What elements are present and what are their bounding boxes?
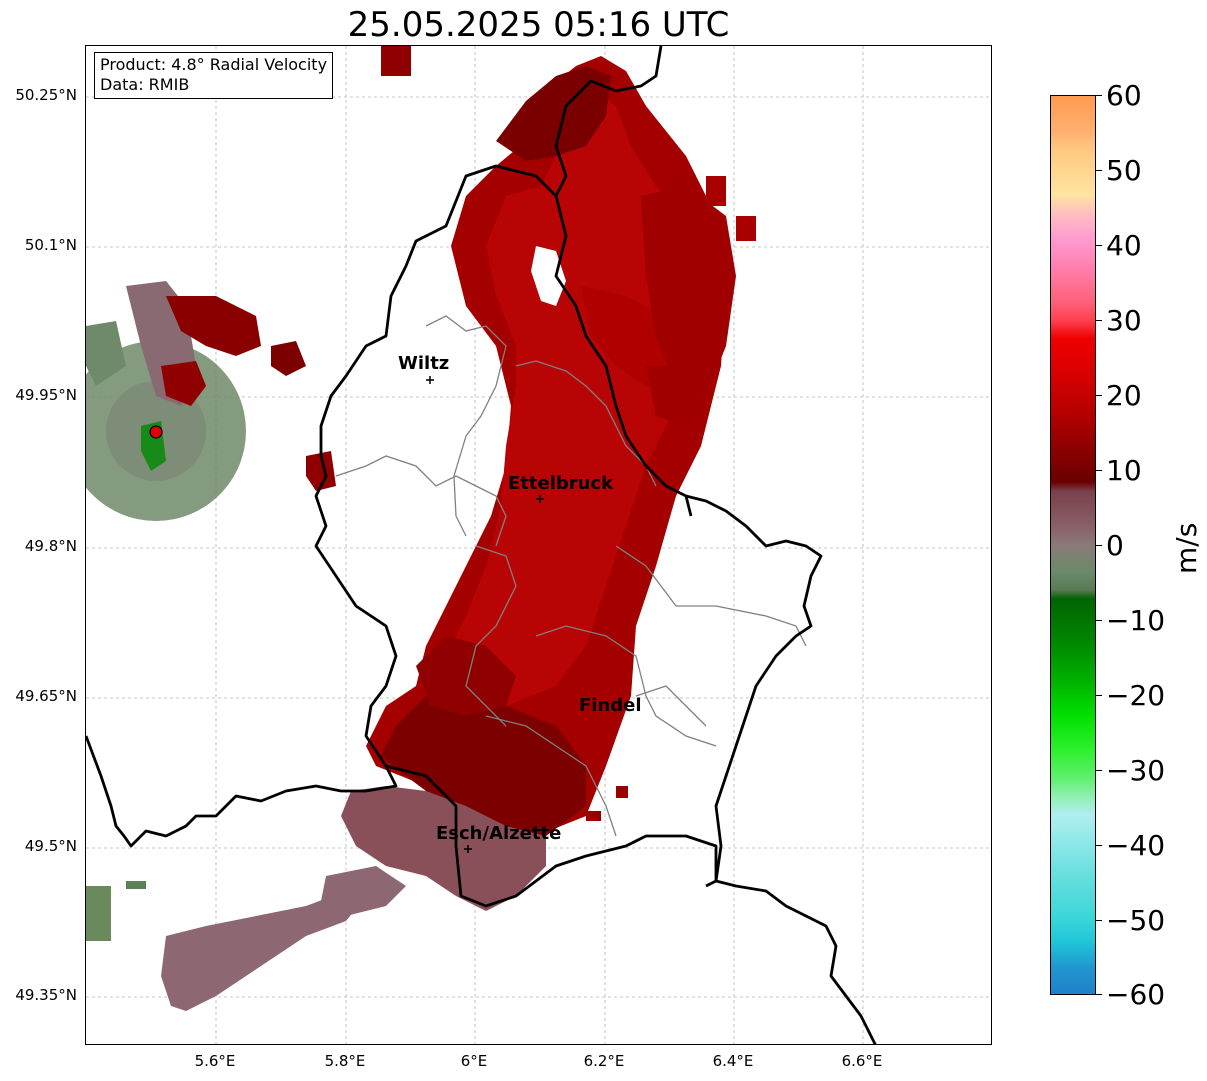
colorbar-tick-label: −60	[1106, 978, 1166, 1011]
colorbar-tick-label: 60	[1106, 79, 1142, 112]
lon-label: 5.6°E	[194, 1052, 236, 1070]
colorbar-tick-label: 30	[1106, 304, 1142, 337]
colorbar-tick-label: −10	[1106, 604, 1166, 637]
product-info-box: Product: 4.8° Radial Velocity Data: RMIB	[94, 52, 334, 99]
city-label-ettelbruck: Ettelbruck	[508, 473, 614, 494]
velocity-colorbar	[1050, 95, 1096, 995]
colorbar-tick-label: 0	[1106, 529, 1124, 562]
lon-label: 6.6°E	[841, 1052, 883, 1070]
product-label: Product: 4.8° Radial Velocity	[100, 55, 328, 74]
commune-borders	[335, 315, 807, 837]
colorbar-tick-label: 20	[1106, 379, 1142, 412]
city-label-wiltz: Wiltz	[398, 353, 449, 374]
velocity-echo-band	[161, 56, 726, 1011]
lat-label: 50.25°N	[15, 86, 77, 104]
velocity-echo-secondary	[641, 171, 736, 426]
radar-site-echoes	[86, 281, 336, 521]
colorbar-tick-label: 40	[1106, 229, 1142, 262]
colorbar-tick-label: −30	[1106, 754, 1166, 787]
city-markers	[426, 376, 544, 853]
lat-label: 49.65°N	[15, 687, 77, 705]
city-label-findel: Findel	[579, 695, 642, 716]
lat-label: 49.35°N	[15, 986, 77, 1004]
data-source-label: Data: RMIB	[100, 75, 190, 94]
city-label-esch-alzette: Esch/Alzette	[436, 823, 561, 844]
lat-label: 49.95°N	[15, 386, 77, 404]
colorbar-unit-label: m/s	[1170, 522, 1203, 574]
lat-label: 50.1°N	[24, 236, 77, 254]
scattered-gates	[86, 46, 756, 941]
colorbar-tick-label: −20	[1106, 679, 1166, 712]
colorbar-tick-label: 50	[1106, 154, 1142, 187]
lon-label: 6.4°E	[712, 1052, 754, 1070]
lon-label: 6.2°E	[583, 1052, 625, 1070]
national-borders	[86, 46, 877, 1044]
radar-map[interactable]: Wiltz Ettelbruck Findel Esch/Alzette	[85, 45, 992, 1045]
lon-label: 5.8°E	[324, 1052, 366, 1070]
colorbar-tick-label: 10	[1106, 454, 1142, 487]
colorbar-tick-label: −50	[1106, 904, 1166, 937]
map-title: 25.05.2025 05:16 UTC	[347, 5, 730, 45]
lon-label: 6°E	[460, 1052, 488, 1070]
lat-label: 49.8°N	[24, 537, 77, 555]
colorbar-tick-label: −40	[1106, 829, 1166, 862]
radar-site-marker	[149, 425, 163, 439]
radar-map-canvas: Wiltz Ettelbruck Findel Esch/Alzette	[86, 46, 991, 1044]
lat-label: 49.5°N	[24, 837, 77, 855]
